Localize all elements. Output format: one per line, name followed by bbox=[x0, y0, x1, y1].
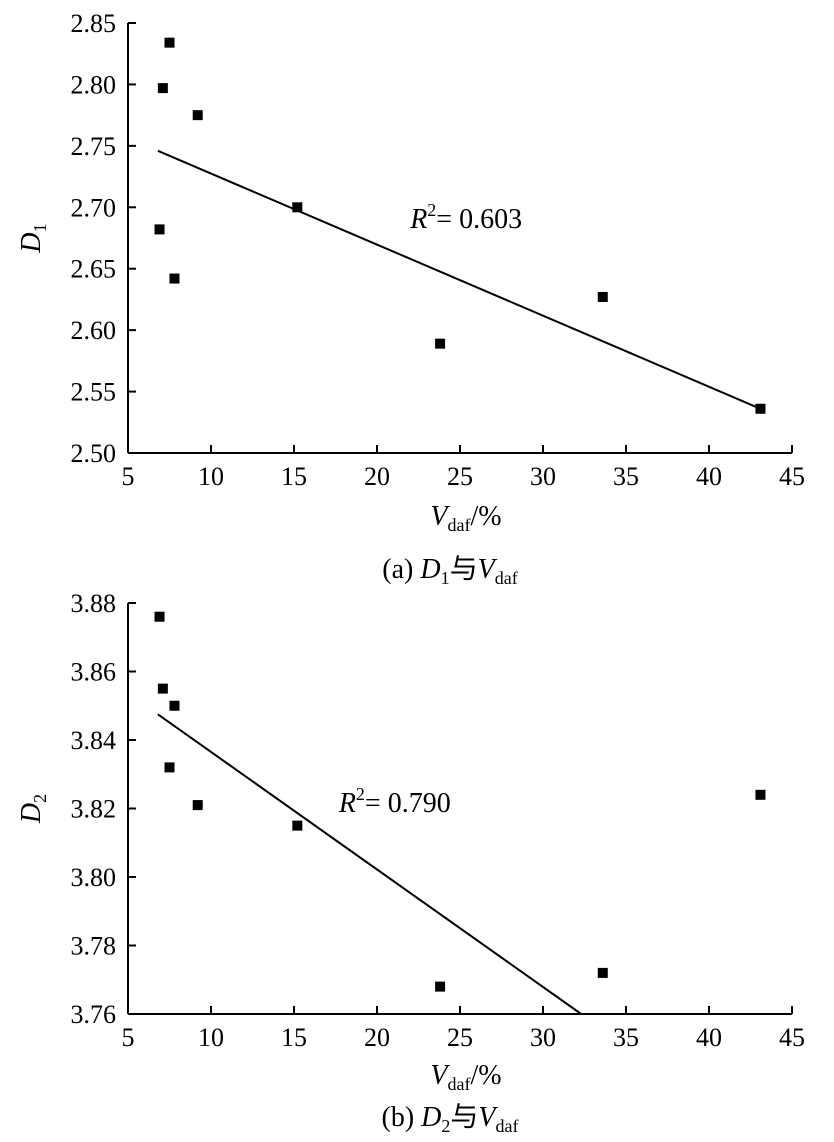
x-tick-label: 40 bbox=[696, 1023, 722, 1052]
y-tick-label: 3.88 bbox=[71, 589, 117, 618]
y-tick-label: 2.80 bbox=[71, 70, 117, 99]
y-tick-label: 3.76 bbox=[71, 1000, 117, 1029]
y-axis-var: D bbox=[16, 803, 47, 824]
y-axis-var: D bbox=[16, 232, 47, 253]
annotation-value: = 0.790 bbox=[365, 788, 451, 819]
data-point bbox=[164, 37, 175, 48]
caption-conj: 与 bbox=[450, 554, 478, 585]
caption-prefix: (b) bbox=[382, 1102, 422, 1133]
y-tick-label: 2.70 bbox=[71, 193, 117, 222]
x-axis-title: Vdaf/% bbox=[430, 1060, 501, 1094]
panel-caption: (b) D2与Vdaf bbox=[382, 1102, 519, 1136]
caption-conj: 与 bbox=[450, 1102, 478, 1133]
annotation-var: R bbox=[338, 788, 356, 819]
data-point bbox=[192, 800, 203, 811]
x-tick-label: 5 bbox=[122, 462, 135, 491]
x-tick-label: 10 bbox=[198, 1023, 224, 1052]
data-point bbox=[292, 202, 303, 213]
data-point bbox=[157, 83, 168, 94]
data-point bbox=[292, 820, 303, 831]
caption-var-sub: 1 bbox=[441, 568, 450, 588]
y-tick-label: 2.60 bbox=[71, 316, 117, 345]
caption-prefix: (a) bbox=[382, 554, 420, 585]
data-point bbox=[755, 789, 766, 800]
y-tick-label: 2.65 bbox=[71, 255, 117, 284]
x-tick-label: 20 bbox=[364, 1023, 390, 1052]
x-axis-sub: daf bbox=[448, 1074, 471, 1094]
x-tick-label: 20 bbox=[364, 462, 390, 491]
x-axis-title: Vdaf/% bbox=[430, 501, 501, 535]
data-point bbox=[154, 224, 165, 235]
x-axis-var: V bbox=[430, 1060, 450, 1091]
data-point bbox=[597, 291, 608, 302]
y-tick-label: 3.84 bbox=[71, 726, 117, 755]
x-axis-unit: /% bbox=[470, 1060, 501, 1091]
data-point bbox=[597, 967, 608, 978]
data-point bbox=[192, 110, 203, 121]
data-point bbox=[164, 762, 175, 773]
x-tick-label: 25 bbox=[447, 1023, 473, 1052]
x-tick-label: 45 bbox=[779, 1023, 805, 1052]
y-tick-label: 2.85 bbox=[71, 9, 117, 38]
chart-panel-b: 5 10 15 20 25 30 35 40 45 3.76 3.78 3.80 3.82 3.84 3.8… bbox=[16, 589, 805, 1136]
data-point bbox=[435, 981, 446, 992]
caption-x-var-sub: daf bbox=[496, 1116, 519, 1136]
annotation-sup: 2 bbox=[356, 784, 365, 804]
x-tick-label: 10 bbox=[198, 462, 224, 491]
panel-caption: (a) D1与Vdaf bbox=[382, 554, 517, 588]
y-axis-title: D1 bbox=[16, 223, 50, 253]
y-tick-label: 2.50 bbox=[71, 439, 117, 468]
data-point bbox=[755, 403, 766, 414]
data-point bbox=[157, 683, 168, 694]
trend-line bbox=[157, 713, 582, 1015]
annotation-sup: 2 bbox=[427, 200, 436, 220]
y-tick-label: 3.78 bbox=[71, 932, 117, 961]
caption-x-var-sub: daf bbox=[495, 568, 518, 588]
x-tick-label: 35 bbox=[613, 1023, 639, 1052]
x-tick-label: 35 bbox=[613, 462, 639, 491]
data-point bbox=[169, 700, 180, 711]
r-squared-annotation: R2= 0.790 bbox=[338, 784, 451, 819]
y-axis-sub: 2 bbox=[30, 794, 50, 803]
x-tick-label: 5 bbox=[122, 1023, 135, 1052]
trend-line bbox=[157, 149, 761, 410]
x-tick-label: 25 bbox=[447, 462, 473, 491]
caption-x-var: V bbox=[478, 554, 498, 585]
caption-x-var: V bbox=[478, 1102, 498, 1133]
data-point bbox=[154, 611, 165, 622]
y-axis-title: D2 bbox=[16, 794, 50, 824]
y-tick-label: 3.80 bbox=[71, 863, 117, 892]
annotation-value: = 0.603 bbox=[436, 204, 522, 235]
caption-var: D bbox=[420, 1102, 441, 1133]
chart-panel-a: 5 10 15 20 25 30 35 40 45 2.50 2.55 2.60 2.65 2.70 2.7… bbox=[16, 9, 805, 588]
x-tick-label: 40 bbox=[696, 462, 722, 491]
data-point bbox=[169, 273, 180, 284]
y-axis-sub: 1 bbox=[30, 223, 50, 232]
annotation-var: R bbox=[409, 204, 427, 235]
caption-var-sub: 2 bbox=[441, 1116, 450, 1136]
y-tick-label: 3.82 bbox=[71, 795, 117, 824]
x-axis-var: V bbox=[430, 501, 450, 532]
y-tick-label: 2.75 bbox=[71, 132, 117, 161]
x-tick-label: 15 bbox=[281, 462, 307, 491]
r-squared-annotation: R2= 0.603 bbox=[409, 200, 522, 235]
x-axis-sub: daf bbox=[448, 515, 471, 535]
y-tick-label: 2.55 bbox=[71, 378, 117, 407]
data-point bbox=[435, 338, 446, 349]
x-axis-unit: /% bbox=[470, 501, 501, 532]
y-tick-label: 3.86 bbox=[71, 658, 117, 687]
x-tick-label: 30 bbox=[530, 1023, 556, 1052]
x-tick-label: 30 bbox=[530, 462, 556, 491]
caption-var: D bbox=[419, 554, 440, 585]
x-tick-label: 15 bbox=[281, 1023, 307, 1052]
x-tick-label: 45 bbox=[779, 462, 805, 491]
